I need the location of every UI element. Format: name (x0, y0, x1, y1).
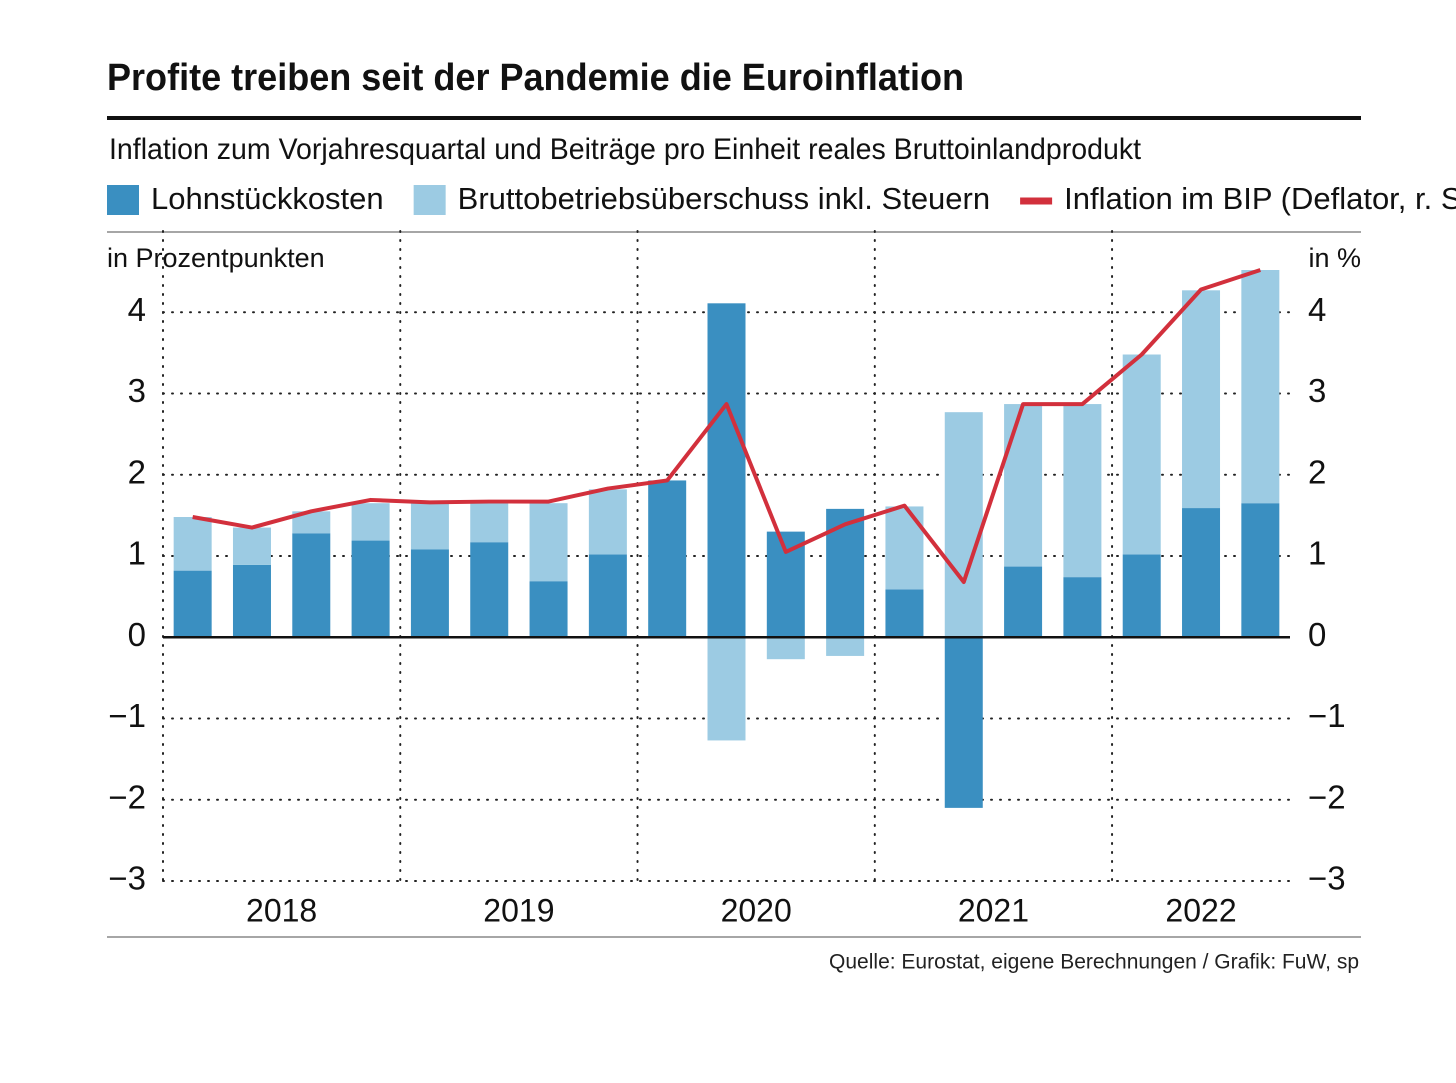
legend-label: Bruttobetriebsüberschuss inkl. Steuern (458, 181, 990, 216)
y-tick-label: 4 (128, 291, 146, 328)
bar (707, 637, 746, 741)
bar (410, 503, 449, 550)
y-tick-label: 3 (128, 372, 146, 409)
source: Quelle: Eurostat, eigene Berechnungen / … (829, 951, 1359, 974)
bar (766, 637, 805, 660)
x-group-label: 2021 (958, 892, 1029, 928)
bar (648, 480, 687, 638)
legend-label: Lohnstückkosten (151, 181, 384, 216)
legend-swatch (107, 185, 139, 215)
bar (588, 554, 627, 638)
line (192, 268, 1261, 584)
bar (351, 503, 390, 541)
legend-label: Inflation im BIP (Deflator, r. S.) (1064, 181, 1456, 216)
x-group-label: 2018 (246, 892, 317, 928)
bar (410, 549, 449, 638)
bar (944, 412, 983, 638)
bar (1182, 508, 1221, 638)
bar (529, 581, 568, 638)
y2-tick-label: 0 (1308, 616, 1326, 653)
bar (885, 589, 924, 638)
bar (173, 517, 212, 571)
x-group-label: 2019 (483, 892, 554, 928)
y-tick-label: 0 (128, 616, 146, 653)
y-tick-label: 1 (128, 535, 146, 572)
y2-tick-label: −2 (1308, 778, 1346, 815)
bar (470, 542, 509, 638)
bar (232, 564, 271, 638)
bar (351, 540, 390, 638)
bar (292, 511, 331, 534)
y-tick-label: −1 (108, 697, 146, 734)
y2-axis-label: in % (1308, 243, 1361, 273)
bar (232, 527, 271, 565)
bar (1004, 404, 1043, 567)
subtitle: Inflation zum Vorjahresquartal und Beitr… (109, 133, 1142, 166)
y-tick-label: −3 (108, 860, 146, 897)
legend-swatch (413, 185, 446, 215)
y-tick-label: −2 (108, 778, 146, 815)
bar (1241, 503, 1280, 638)
y-axis-label: in Prozentpunkten (107, 243, 325, 273)
bar (826, 637, 865, 656)
y2-tick-label: 4 (1308, 291, 1326, 328)
bar (1063, 577, 1102, 638)
bar (944, 637, 983, 808)
bar (1004, 566, 1043, 638)
bar (1122, 354, 1161, 555)
bar (529, 503, 568, 582)
y-tick-label: 2 (128, 453, 146, 490)
bar (1122, 554, 1161, 638)
bar (1241, 270, 1280, 504)
bar (707, 303, 746, 638)
y2-tick-label: 3 (1308, 372, 1326, 409)
bar (173, 570, 212, 638)
y2-tick-label: −3 (1308, 860, 1346, 897)
bar (1182, 290, 1221, 509)
bar (588, 489, 627, 555)
x-group-label: 2022 (1165, 892, 1236, 928)
bar (826, 508, 865, 638)
bar (885, 506, 924, 590)
bar (1063, 404, 1102, 578)
x-group-label: 2020 (721, 892, 792, 928)
chart-title: Profite treiben seit der Pandemie die Eu… (107, 57, 964, 99)
y2-tick-label: 1 (1308, 535, 1326, 572)
bar (470, 503, 509, 543)
y2-tick-label: 2 (1308, 453, 1326, 490)
y2-tick-label: −1 (1308, 697, 1346, 734)
bar (292, 533, 331, 638)
